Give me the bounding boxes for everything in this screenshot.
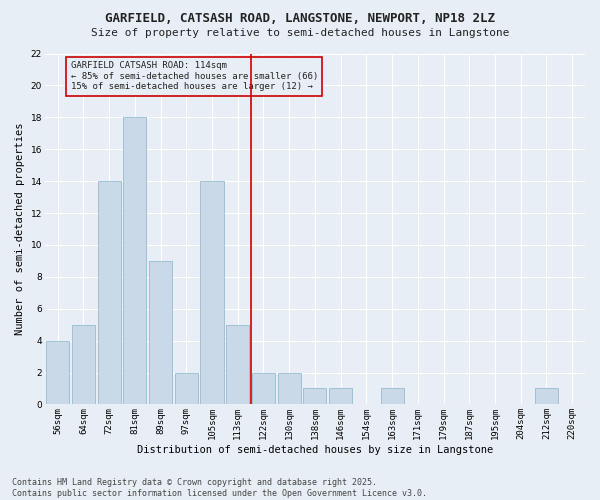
- Bar: [200, 181, 224, 404]
- Bar: [149, 261, 172, 404]
- Text: GARFIELD, CATSASH ROAD, LANGSTONE, NEWPORT, NP18 2LZ: GARFIELD, CATSASH ROAD, LANGSTONE, NEWPO…: [105, 12, 495, 26]
- Bar: [98, 181, 121, 404]
- Bar: [46, 340, 69, 404]
- Bar: [380, 388, 404, 404]
- Bar: [535, 388, 558, 404]
- Bar: [123, 118, 146, 405]
- X-axis label: Distribution of semi-detached houses by size in Langstone: Distribution of semi-detached houses by …: [137, 445, 493, 455]
- Text: Size of property relative to semi-detached houses in Langstone: Size of property relative to semi-detach…: [91, 28, 509, 38]
- Bar: [175, 372, 198, 404]
- Y-axis label: Number of semi-detached properties: Number of semi-detached properties: [15, 122, 25, 335]
- Bar: [278, 372, 301, 404]
- Text: GARFIELD CATSASH ROAD: 114sqm
← 85% of semi-detached houses are smaller (66)
15%: GARFIELD CATSASH ROAD: 114sqm ← 85% of s…: [71, 62, 318, 92]
- Bar: [72, 324, 95, 404]
- Text: Contains HM Land Registry data © Crown copyright and database right 2025.
Contai: Contains HM Land Registry data © Crown c…: [12, 478, 427, 498]
- Bar: [226, 324, 250, 404]
- Bar: [304, 388, 326, 404]
- Bar: [329, 388, 352, 404]
- Bar: [252, 372, 275, 404]
